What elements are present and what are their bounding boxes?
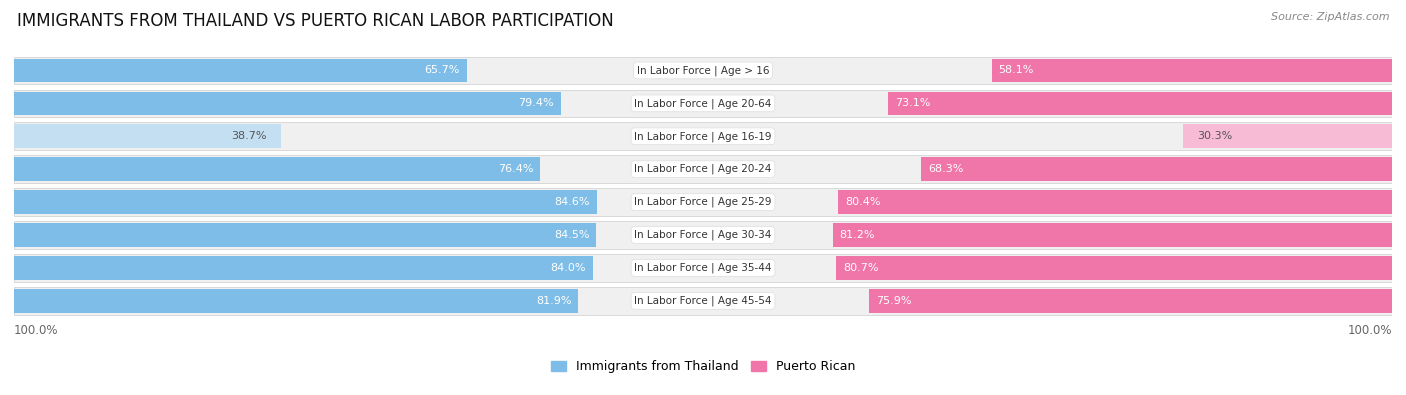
Bar — [837, 256, 1392, 280]
Bar — [14, 122, 1392, 150]
Bar — [14, 256, 593, 280]
Bar — [14, 254, 1392, 282]
Text: 84.0%: 84.0% — [550, 263, 586, 273]
Bar — [991, 58, 1392, 82]
Text: 30.3%: 30.3% — [1197, 131, 1232, 141]
Text: 80.4%: 80.4% — [845, 197, 880, 207]
Text: 84.5%: 84.5% — [554, 230, 589, 240]
Bar — [869, 289, 1392, 313]
Text: In Labor Force | Age 20-64: In Labor Force | Age 20-64 — [634, 98, 772, 109]
Bar — [14, 287, 1392, 315]
Bar — [838, 190, 1392, 214]
Text: In Labor Force | Age 35-44: In Labor Force | Age 35-44 — [634, 263, 772, 273]
Bar — [14, 188, 1392, 216]
Text: 76.4%: 76.4% — [498, 164, 533, 174]
Text: In Labor Force | Age 30-34: In Labor Force | Age 30-34 — [634, 230, 772, 240]
Text: IMMIGRANTS FROM THAILAND VS PUERTO RICAN LABOR PARTICIPATION: IMMIGRANTS FROM THAILAND VS PUERTO RICAN… — [17, 12, 613, 30]
Text: 65.7%: 65.7% — [425, 66, 460, 75]
Text: 80.7%: 80.7% — [842, 263, 879, 273]
Bar — [14, 221, 1392, 249]
Text: In Labor Force | Age 16-19: In Labor Force | Age 16-19 — [634, 131, 772, 141]
Bar — [14, 155, 1392, 183]
Bar — [14, 124, 281, 148]
Bar — [14, 90, 1392, 117]
Bar — [14, 92, 561, 115]
Bar — [1184, 124, 1392, 148]
Bar — [14, 157, 540, 181]
Bar — [14, 56, 1392, 84]
Bar — [14, 190, 598, 214]
Text: 38.7%: 38.7% — [232, 131, 267, 141]
Bar — [14, 58, 467, 82]
Bar — [14, 223, 596, 247]
Bar — [921, 157, 1392, 181]
Text: In Labor Force | Age > 16: In Labor Force | Age > 16 — [637, 65, 769, 76]
Text: 84.6%: 84.6% — [554, 197, 591, 207]
Text: In Labor Force | Age 20-24: In Labor Force | Age 20-24 — [634, 164, 772, 175]
Text: 68.3%: 68.3% — [928, 164, 963, 174]
Text: 81.9%: 81.9% — [536, 296, 571, 306]
Text: 100.0%: 100.0% — [1347, 324, 1392, 337]
Text: 79.4%: 79.4% — [519, 98, 554, 108]
Text: Source: ZipAtlas.com: Source: ZipAtlas.com — [1271, 12, 1389, 22]
Legend: Immigrants from Thailand, Puerto Rican: Immigrants from Thailand, Puerto Rican — [546, 356, 860, 378]
Text: In Labor Force | Age 25-29: In Labor Force | Age 25-29 — [634, 197, 772, 207]
Bar — [14, 289, 578, 313]
Bar — [832, 223, 1392, 247]
Text: 100.0%: 100.0% — [14, 324, 59, 337]
Bar — [889, 92, 1392, 115]
Text: 81.2%: 81.2% — [839, 230, 875, 240]
Text: 75.9%: 75.9% — [876, 296, 911, 306]
Text: 73.1%: 73.1% — [896, 98, 931, 108]
Text: 58.1%: 58.1% — [998, 66, 1033, 75]
Text: In Labor Force | Age 45-54: In Labor Force | Age 45-54 — [634, 295, 772, 306]
